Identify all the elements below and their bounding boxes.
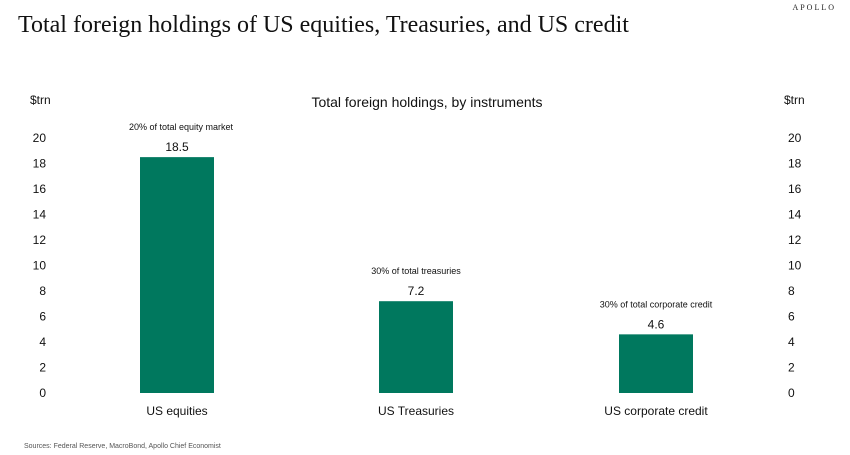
y-tick-label-left: 10: [33, 259, 47, 273]
bar-annotation: 30% of total corporate credit: [600, 299, 713, 309]
y-tick-label-right: 14: [788, 208, 802, 222]
y-tick-label-left: 0: [39, 386, 46, 400]
y-axis-unit-left: $trn: [30, 93, 51, 107]
category-label: US equities: [146, 404, 207, 418]
bar: [140, 157, 214, 393]
data-label: 7.2: [408, 284, 425, 298]
chart-title: Total foreign holdings, by instruments: [311, 94, 542, 110]
y-tick-label-right: 18: [788, 157, 802, 171]
brand-logo: APOLLO: [792, 3, 836, 12]
y-tick-label-right: 6: [788, 310, 795, 324]
category-label: US corporate credit: [604, 404, 708, 418]
y-axis-right: 0 2 4 6 8 10 12 14 16 18 20: [788, 131, 802, 400]
category-label: US Treasuries: [378, 404, 454, 418]
y-tick-label-left: 16: [33, 182, 47, 196]
y-tick-label-left: 14: [33, 208, 47, 222]
data-label: 4.6: [648, 317, 665, 331]
y-tick-label-left: 18: [33, 157, 47, 171]
y-tick-label-left: 4: [39, 335, 46, 349]
y-tick-label-right: 4: [788, 335, 795, 349]
data-label: 18.5: [165, 140, 189, 154]
page-title: Total foreign holdings of US equities, T…: [18, 12, 629, 38]
y-tick-label-right: 0: [788, 386, 795, 400]
y-tick-label-left: 12: [33, 233, 47, 247]
bar-annotation: 30% of total treasuries: [371, 266, 461, 276]
y-axis-left: 0 2 4 6 8 10 12 14 16 18 20: [33, 131, 47, 400]
y-tick-label-right: 8: [788, 284, 795, 298]
bar-chart: Total foreign holdings, by instruments $…: [30, 93, 805, 418]
source-note: Sources: Federal Reserve, MacroBond, Apo…: [24, 443, 221, 450]
y-tick-label-left: 20: [33, 131, 47, 145]
y-tick-label-left: 8: [39, 284, 46, 298]
y-tick-label-right: 20: [788, 131, 802, 145]
bar: [619, 334, 693, 393]
y-tick-label-right: 16: [788, 182, 802, 196]
y-tick-label-right: 10: [788, 259, 802, 273]
y-tick-label-right: 2: [788, 361, 795, 375]
y-tick-label-right: 12: [788, 233, 802, 247]
y-tick-label-left: 6: [39, 310, 46, 324]
bar-annotation: 20% of total equity market: [129, 122, 234, 132]
y-tick-label-left: 2: [39, 361, 46, 375]
y-axis-unit-right: $trn: [784, 93, 805, 107]
bars: 18.5 20% of total equity market US equitie…: [129, 122, 713, 418]
bar: [379, 301, 453, 393]
